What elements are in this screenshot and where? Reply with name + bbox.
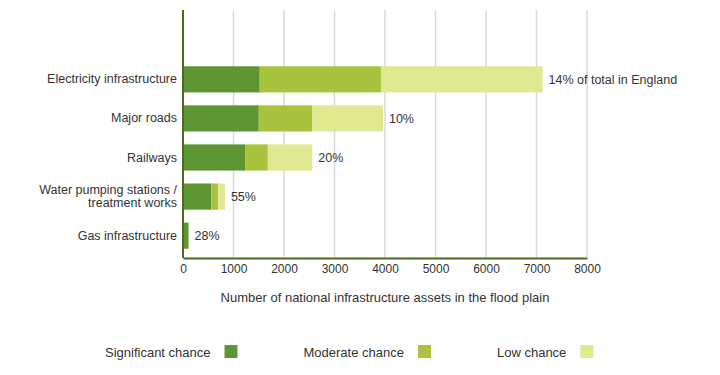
- grid-line: [586, 10, 588, 258]
- axis-line: [184, 258, 588, 260]
- series: [218, 66, 542, 209]
- bars: [183, 66, 543, 248]
- tick-label: 4000: [372, 262, 399, 276]
- tick-label-line: treatment works: [88, 196, 177, 210]
- legend-label: Significant chance: [105, 345, 211, 360]
- legend-label: Low chance: [497, 345, 566, 360]
- bar: [183, 144, 245, 170]
- legend-swatch: [418, 345, 431, 358]
- annotations: 14% of total in England 10% 20% 55% 28%: [195, 73, 678, 243]
- tick: 7000: [524, 258, 551, 276]
- legend-swatch: [225, 345, 238, 358]
- bar: [312, 105, 383, 131]
- tick: 5000: [423, 258, 450, 276]
- tick-label: 8000: [574, 262, 601, 276]
- tick: 3000: [322, 258, 349, 276]
- tick-label: 7000: [524, 262, 551, 276]
- tick-label: 2000: [271, 262, 298, 276]
- tick-label: 6000: [473, 262, 500, 276]
- tick: 6000: [473, 258, 500, 276]
- bar: [183, 105, 259, 131]
- bar: [211, 183, 218, 209]
- grid-line: [435, 10, 437, 258]
- tick-label: 1000: [221, 262, 248, 276]
- tick: Gas infrastructure: [78, 229, 183, 243]
- bar: [259, 105, 313, 131]
- legend: Significant chance Moderate chance Low cha…: [105, 345, 593, 360]
- grid-line: [334, 10, 336, 258]
- bar: [218, 183, 225, 209]
- grid: [183, 10, 587, 258]
- legend-swatch: [580, 345, 593, 358]
- bar: [188, 223, 189, 249]
- bar: [183, 66, 260, 92]
- tick: Electricity infrastructure: [47, 72, 183, 86]
- tick: Major roads: [111, 111, 183, 125]
- tick-label: Railways: [127, 151, 177, 165]
- tick-label: Water pumping stations /treatment works: [39, 183, 177, 210]
- grid-line: [536, 10, 538, 258]
- grid-line: [233, 10, 235, 258]
- tick-label: 5000: [423, 262, 450, 276]
- tick: 0: [180, 258, 187, 276]
- grid-line: [384, 10, 386, 258]
- tick: Railways: [127, 151, 183, 165]
- annotation: 28%: [195, 229, 220, 243]
- series: [211, 66, 381, 209]
- annotation: 55%: [231, 190, 256, 204]
- bar: [245, 144, 268, 170]
- tick-label: 3000: [322, 262, 349, 276]
- y-axis: Electricity infrastructure Major roads Rai…: [39, 10, 183, 258]
- x-axis: 0 1000 2000 3000 4000 5000 6000 7000 8000: [180, 258, 601, 276]
- tick-label-line: Water pumping stations /: [39, 183, 177, 197]
- legend-item: Moderate chance: [304, 345, 431, 360]
- annotation: 14% of total in England: [549, 73, 678, 87]
- legend-item: Low chance: [497, 345, 593, 360]
- grid-line: [485, 10, 487, 258]
- axis-title: Number of national infrastructure assets…: [221, 290, 550, 305]
- annotation: 20%: [318, 151, 343, 165]
- bar: [381, 66, 543, 92]
- bar: [183, 183, 211, 209]
- axis-line: [182, 10, 184, 258]
- tick: 1000: [221, 258, 248, 276]
- chart: Electricity infrastructure Major roads Rai…: [0, 0, 720, 375]
- grid-line: [182, 10, 184, 258]
- tick: 2000: [271, 258, 298, 276]
- legend-label: Moderate chance: [304, 345, 404, 360]
- bar: [260, 66, 381, 92]
- tick-label: Gas infrastructure: [78, 229, 177, 243]
- legend-item: Significant chance: [105, 345, 238, 360]
- bar: [268, 144, 312, 170]
- bar: [188, 223, 189, 249]
- tick: 8000: [574, 258, 601, 276]
- grid-line: [283, 10, 285, 258]
- annotation: 10%: [389, 112, 414, 126]
- tick-label: Major roads: [111, 111, 177, 125]
- tick: 4000: [372, 258, 399, 276]
- tick-label: Electricity infrastructure: [47, 72, 177, 86]
- tick-label: 0: [180, 262, 187, 276]
- tick: Water pumping stations /treatment works: [39, 183, 183, 210]
